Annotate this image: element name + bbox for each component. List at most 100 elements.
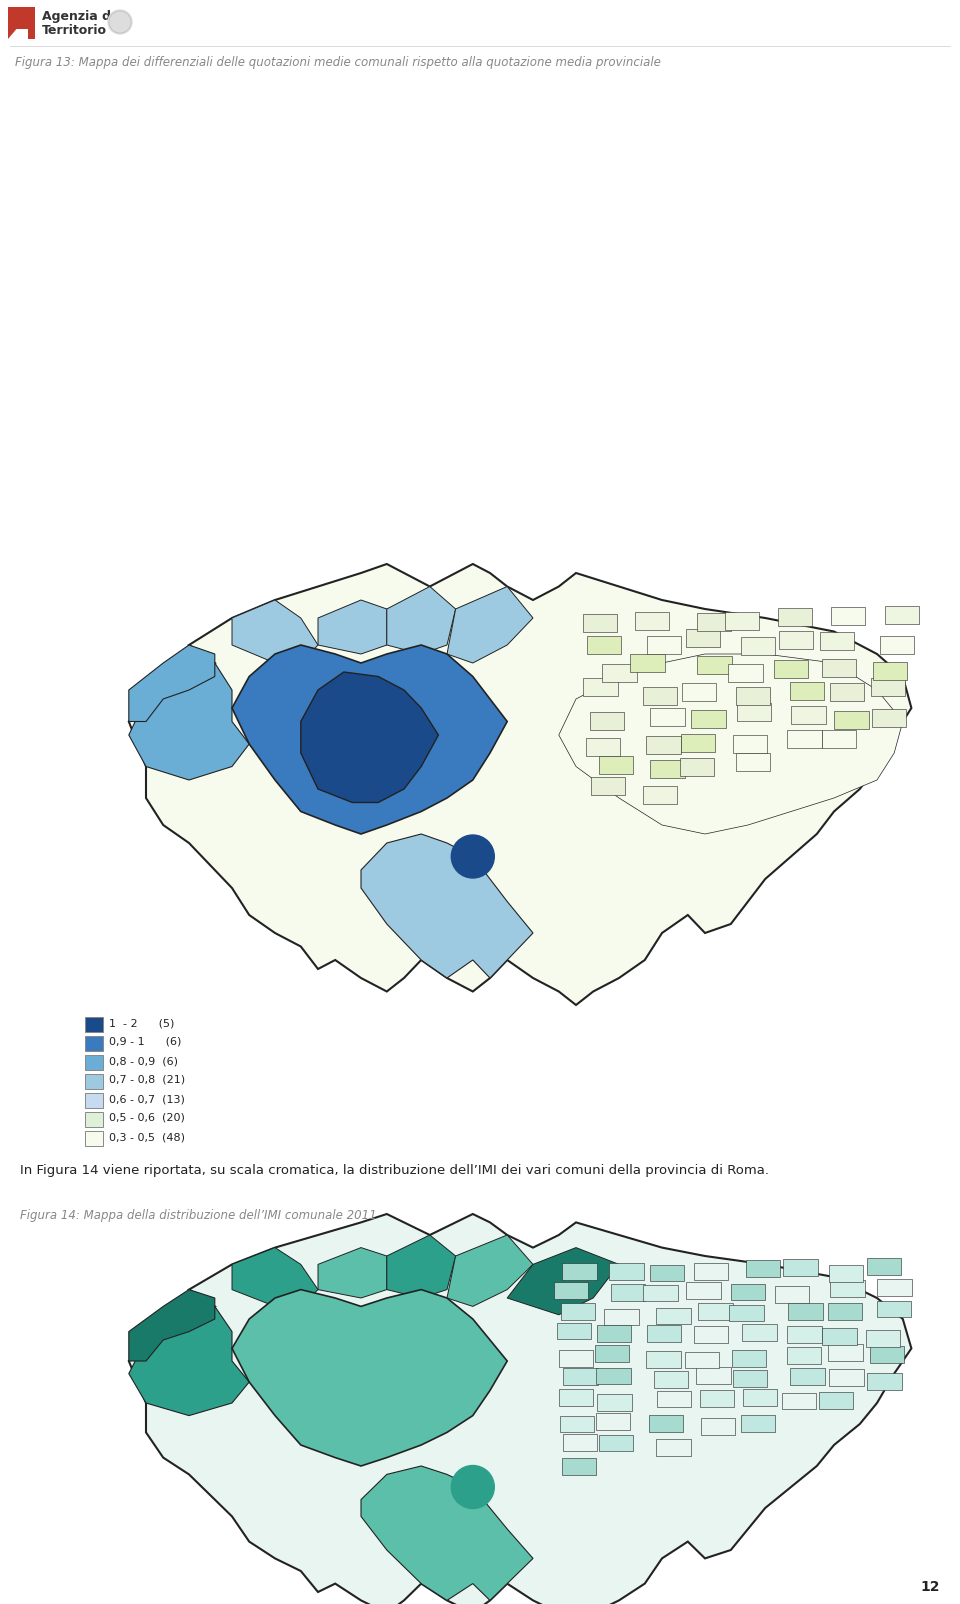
Polygon shape	[829, 1370, 864, 1386]
Polygon shape	[560, 1416, 594, 1432]
Polygon shape	[742, 1325, 777, 1341]
Polygon shape	[790, 1368, 825, 1386]
Polygon shape	[867, 1258, 901, 1275]
Polygon shape	[447, 587, 533, 662]
Polygon shape	[8, 6, 35, 38]
Polygon shape	[775, 1286, 809, 1302]
Polygon shape	[318, 1248, 387, 1298]
Polygon shape	[361, 1466, 533, 1601]
Polygon shape	[876, 1301, 911, 1317]
Polygon shape	[650, 760, 684, 778]
FancyBboxPatch shape	[85, 1092, 103, 1107]
Polygon shape	[822, 1328, 856, 1346]
Text: 0,9 - 1      (6): 0,9 - 1 (6)	[109, 1038, 181, 1047]
Polygon shape	[684, 1352, 719, 1368]
Polygon shape	[595, 1413, 630, 1429]
Text: Territorio: Territorio	[42, 24, 107, 37]
Polygon shape	[682, 683, 716, 701]
Polygon shape	[873, 662, 907, 680]
Polygon shape	[643, 1285, 678, 1301]
Polygon shape	[819, 1392, 853, 1408]
Polygon shape	[596, 1325, 631, 1341]
Polygon shape	[681, 735, 715, 752]
Polygon shape	[635, 611, 669, 630]
Polygon shape	[731, 1283, 765, 1301]
Polygon shape	[557, 1323, 591, 1339]
Polygon shape	[300, 672, 439, 802]
Polygon shape	[129, 662, 250, 780]
Polygon shape	[790, 682, 825, 699]
Polygon shape	[822, 730, 856, 749]
Text: 0,3 - 0,5  (48): 0,3 - 0,5 (48)	[109, 1132, 185, 1142]
Polygon shape	[685, 629, 720, 646]
Polygon shape	[828, 1304, 862, 1320]
Polygon shape	[559, 1351, 593, 1367]
Polygon shape	[129, 1290, 215, 1362]
Polygon shape	[698, 1302, 732, 1320]
FancyBboxPatch shape	[85, 1112, 103, 1126]
Polygon shape	[610, 1262, 644, 1280]
Polygon shape	[774, 659, 808, 678]
Circle shape	[108, 10, 132, 34]
Polygon shape	[361, 834, 533, 978]
Circle shape	[451, 836, 494, 877]
Polygon shape	[877, 1280, 912, 1296]
Polygon shape	[642, 687, 677, 704]
Polygon shape	[828, 1344, 863, 1362]
Polygon shape	[646, 736, 681, 754]
Polygon shape	[12, 6, 35, 38]
Polygon shape	[563, 1434, 597, 1452]
FancyBboxPatch shape	[85, 1017, 103, 1031]
FancyBboxPatch shape	[85, 1054, 103, 1070]
Polygon shape	[733, 1370, 767, 1387]
Polygon shape	[595, 1346, 630, 1362]
Polygon shape	[650, 1264, 684, 1282]
Polygon shape	[129, 645, 215, 722]
Text: 12: 12	[921, 1580, 940, 1594]
Polygon shape	[829, 683, 864, 701]
Polygon shape	[232, 1290, 507, 1466]
Polygon shape	[871, 678, 905, 696]
Polygon shape	[563, 1262, 597, 1280]
FancyBboxPatch shape	[85, 1073, 103, 1089]
Polygon shape	[562, 1458, 596, 1474]
Polygon shape	[701, 1418, 735, 1436]
Polygon shape	[822, 659, 856, 677]
Text: 0,6 - 0,7  (13): 0,6 - 0,7 (13)	[109, 1094, 185, 1104]
Polygon shape	[830, 1280, 865, 1296]
Polygon shape	[779, 632, 813, 650]
Polygon shape	[657, 1439, 690, 1455]
Polygon shape	[584, 678, 617, 696]
Polygon shape	[834, 711, 869, 728]
Polygon shape	[590, 778, 625, 796]
Polygon shape	[647, 1325, 681, 1343]
Polygon shape	[694, 1264, 728, 1280]
Polygon shape	[732, 1351, 766, 1367]
Polygon shape	[651, 709, 684, 727]
Polygon shape	[129, 1214, 911, 1604]
Polygon shape	[741, 1415, 776, 1432]
Polygon shape	[736, 687, 770, 706]
Polygon shape	[583, 614, 617, 632]
Polygon shape	[741, 637, 775, 654]
Polygon shape	[587, 635, 621, 654]
Polygon shape	[787, 1347, 821, 1365]
Polygon shape	[587, 738, 620, 755]
Polygon shape	[820, 632, 854, 650]
Polygon shape	[232, 1248, 318, 1306]
Polygon shape	[447, 1235, 533, 1306]
Polygon shape	[778, 608, 812, 626]
Polygon shape	[604, 1309, 638, 1325]
Polygon shape	[654, 1371, 688, 1387]
Polygon shape	[831, 606, 865, 626]
Polygon shape	[612, 1283, 645, 1301]
Polygon shape	[599, 1434, 634, 1452]
Polygon shape	[870, 1346, 904, 1363]
Polygon shape	[743, 1389, 778, 1407]
Polygon shape	[696, 1368, 731, 1384]
Polygon shape	[561, 1302, 595, 1320]
Polygon shape	[879, 635, 914, 654]
Polygon shape	[828, 1266, 863, 1282]
Polygon shape	[647, 635, 682, 654]
Polygon shape	[729, 664, 762, 682]
